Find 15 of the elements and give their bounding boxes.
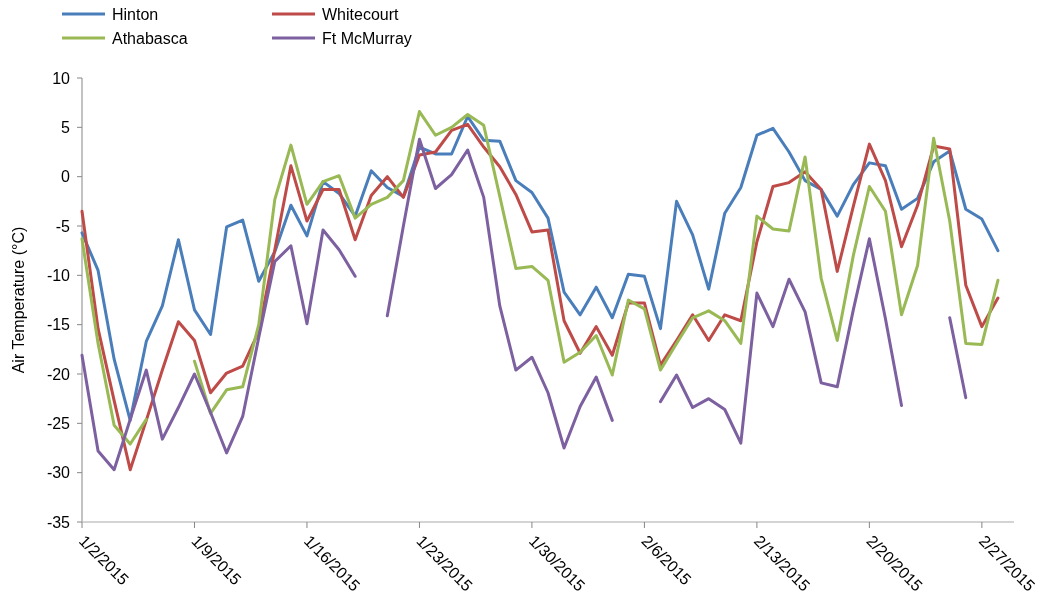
y-tick-label: -15 xyxy=(46,316,71,334)
y-tick-label: 0 xyxy=(61,168,71,186)
y-tick-label: -30 xyxy=(46,464,71,482)
legend-label: Whitecourt xyxy=(322,5,400,23)
legend-label: Athabasca xyxy=(112,29,188,47)
y-tick-label: 10 xyxy=(52,69,71,87)
legend-label: Hinton xyxy=(112,5,159,23)
y-tick-label: 5 xyxy=(61,118,71,136)
y-tick-label: -5 xyxy=(55,217,71,235)
y-axis-title: Air Temperature (°C) xyxy=(10,226,27,374)
y-tick-label: -20 xyxy=(46,365,71,383)
y-tick-label: -25 xyxy=(46,414,71,432)
y-tick-label: -10 xyxy=(46,266,71,284)
legend-label: Ft McMurray xyxy=(322,29,412,47)
y-tick-label: -35 xyxy=(46,513,71,531)
